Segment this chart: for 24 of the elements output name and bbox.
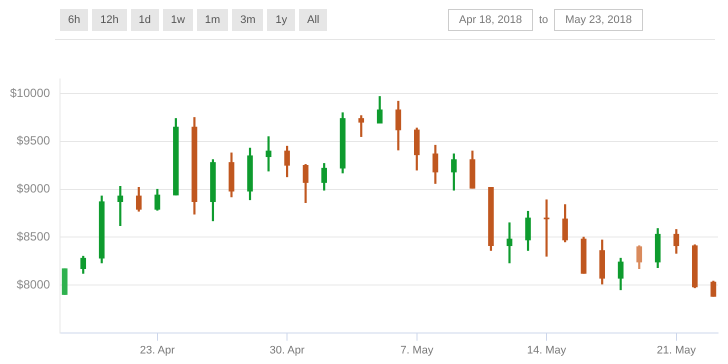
y-tick-label: $8500 [16,229,50,244]
y-tick-label: $9500 [16,134,50,148]
text: to [539,14,548,26]
x-tick-label: 14. May [526,344,567,356]
text: 1w [162,9,193,31]
text: 12h [92,9,127,31]
text: Apr 18, 2018 [448,9,533,31]
text: 1m [196,9,228,31]
y-tick-label: $8000 [16,277,50,292]
candlestick [544,199,550,257]
x-tick-label: 23. Apr [140,344,176,356]
text: 6h [60,9,88,31]
text: 1d [130,9,159,31]
x-tick-label: 30. Apr [270,344,305,356]
text: All [299,9,328,31]
x-tick-label: 21. May [656,344,696,356]
text: May 23, 2018 [554,9,643,31]
y-tick-label: $10000 [10,86,50,100]
x-tick-label: 7. May [400,344,434,356]
text: 1y [267,9,296,31]
y-tick-label: $9000 [16,182,50,196]
candlestick [117,186,124,226]
candlestick [358,115,364,137]
text: 3m [232,9,264,31]
